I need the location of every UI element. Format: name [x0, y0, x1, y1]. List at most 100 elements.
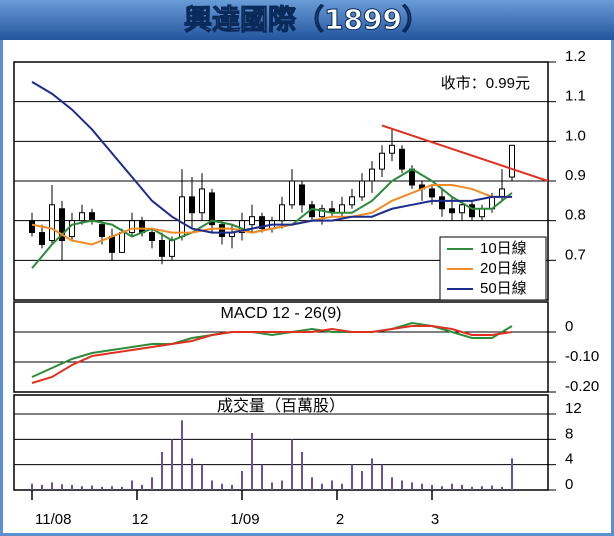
- volume-bar: [91, 485, 93, 490]
- candle-body: [349, 196, 355, 206]
- volume-bar: [71, 484, 73, 490]
- line-series: [31, 80, 512, 234]
- candle-body: [219, 224, 225, 238]
- candle-body: [379, 152, 385, 170]
- volume-bar: [391, 477, 393, 490]
- y-tick-label: 0: [565, 318, 573, 335]
- volume-bar: [241, 471, 243, 490]
- volume-bar: [171, 439, 173, 490]
- volume-bar: [251, 433, 253, 490]
- candle-body: [259, 216, 265, 230]
- volume-bar: [101, 486, 103, 490]
- y-tick-label: 12: [565, 400, 582, 417]
- legend-label: 50日線: [480, 280, 527, 297]
- volume-bar: [431, 484, 433, 490]
- volume-bar: [81, 486, 83, 490]
- candle-body: [29, 220, 35, 234]
- volume-bar: [451, 483, 453, 490]
- candle-body: [209, 192, 215, 226]
- candle-body: [339, 204, 345, 214]
- y-tick-label: 1.1: [565, 88, 586, 105]
- volume-bar: [401, 480, 403, 490]
- volume-bar: [161, 452, 163, 490]
- volume-bar: [491, 485, 493, 490]
- volume-bar: [41, 484, 43, 490]
- volume-bar: [111, 486, 113, 490]
- trendline: [381, 124, 549, 182]
- panel-title: 成交量（百萬股）: [217, 397, 345, 415]
- volume-bar: [271, 482, 273, 490]
- candle-body: [249, 216, 255, 226]
- candle-body: [449, 208, 455, 214]
- volume-bar: [321, 483, 323, 490]
- volume-bar: [481, 486, 483, 490]
- y-tick-label: -0.10: [565, 348, 599, 365]
- candle-body: [159, 240, 165, 257]
- volume-bar: [181, 420, 183, 490]
- candle-body: [429, 188, 435, 198]
- volume-bar: [501, 486, 503, 490]
- candle-body: [109, 236, 115, 253]
- y-tick-label: 0.9: [565, 167, 586, 184]
- candle-body: [149, 232, 155, 241]
- candle-body: [129, 220, 135, 234]
- x-tick-label: 12: [132, 511, 149, 528]
- volume-bar: [301, 452, 303, 490]
- candle-body: [69, 220, 75, 238]
- candle-body: [399, 148, 405, 170]
- y-tick-label: 1.2: [565, 48, 586, 65]
- legend-label: 10日線: [480, 240, 527, 257]
- volume-bar: [291, 439, 293, 490]
- candle-body: [189, 196, 195, 214]
- candle-body: [89, 212, 95, 222]
- volume-bar: [31, 483, 33, 490]
- y-tick-label: 8: [565, 425, 573, 442]
- candle-body: [299, 184, 305, 206]
- volume-bar: [261, 464, 263, 490]
- y-tick-label: -0.20: [565, 378, 599, 395]
- volume-bar: [51, 482, 53, 490]
- volume-bar: [421, 483, 423, 490]
- panel-frame: [13, 301, 549, 393]
- volume-bar: [311, 477, 313, 490]
- annotation: 收市：0.99元: [441, 75, 530, 92]
- volume-bar: [141, 484, 143, 490]
- volume-bar: [361, 471, 363, 490]
- candle-body: [439, 196, 445, 210]
- candle-body: [469, 204, 475, 218]
- volume-bar: [151, 477, 153, 490]
- y-tick-label: 0: [565, 476, 573, 493]
- x-tick-label: 1/09: [230, 511, 259, 528]
- candle-body: [319, 208, 325, 218]
- volume-bar: [351, 464, 353, 490]
- legend-label: 20日線: [480, 260, 527, 277]
- x-tick-label: 3: [431, 511, 439, 528]
- candle-body: [119, 232, 125, 253]
- x-tick-label: 2: [336, 511, 344, 528]
- x-tick-label: 11/08: [35, 511, 71, 528]
- y-tick-label: 0.8: [565, 207, 586, 224]
- volume-bar: [281, 480, 283, 490]
- header-band: [0, 0, 614, 40]
- candle-body: [459, 204, 465, 214]
- volume-bar: [221, 483, 223, 490]
- volume-bar: [511, 458, 513, 490]
- volume-bar: [231, 484, 233, 490]
- panel-frame: [13, 394, 549, 491]
- candle-body: [199, 188, 205, 214]
- candle-body: [79, 212, 85, 222]
- candle-body: [59, 208, 65, 241]
- candle-body: [289, 180, 295, 206]
- y-tick-label: 4: [565, 451, 573, 468]
- volume-bar: [461, 484, 463, 490]
- y-tick-label: 1.0: [565, 127, 586, 144]
- volume-bar: [201, 464, 203, 490]
- volume-bar: [471, 486, 473, 490]
- volume-bar: [331, 480, 333, 490]
- candle-body: [389, 144, 395, 154]
- panel-title: MACD 12 - 26(9): [221, 305, 342, 322]
- volume-bar: [61, 484, 63, 490]
- candle-body: [179, 196, 185, 238]
- candle-body: [369, 168, 375, 182]
- candle-body: [169, 240, 175, 257]
